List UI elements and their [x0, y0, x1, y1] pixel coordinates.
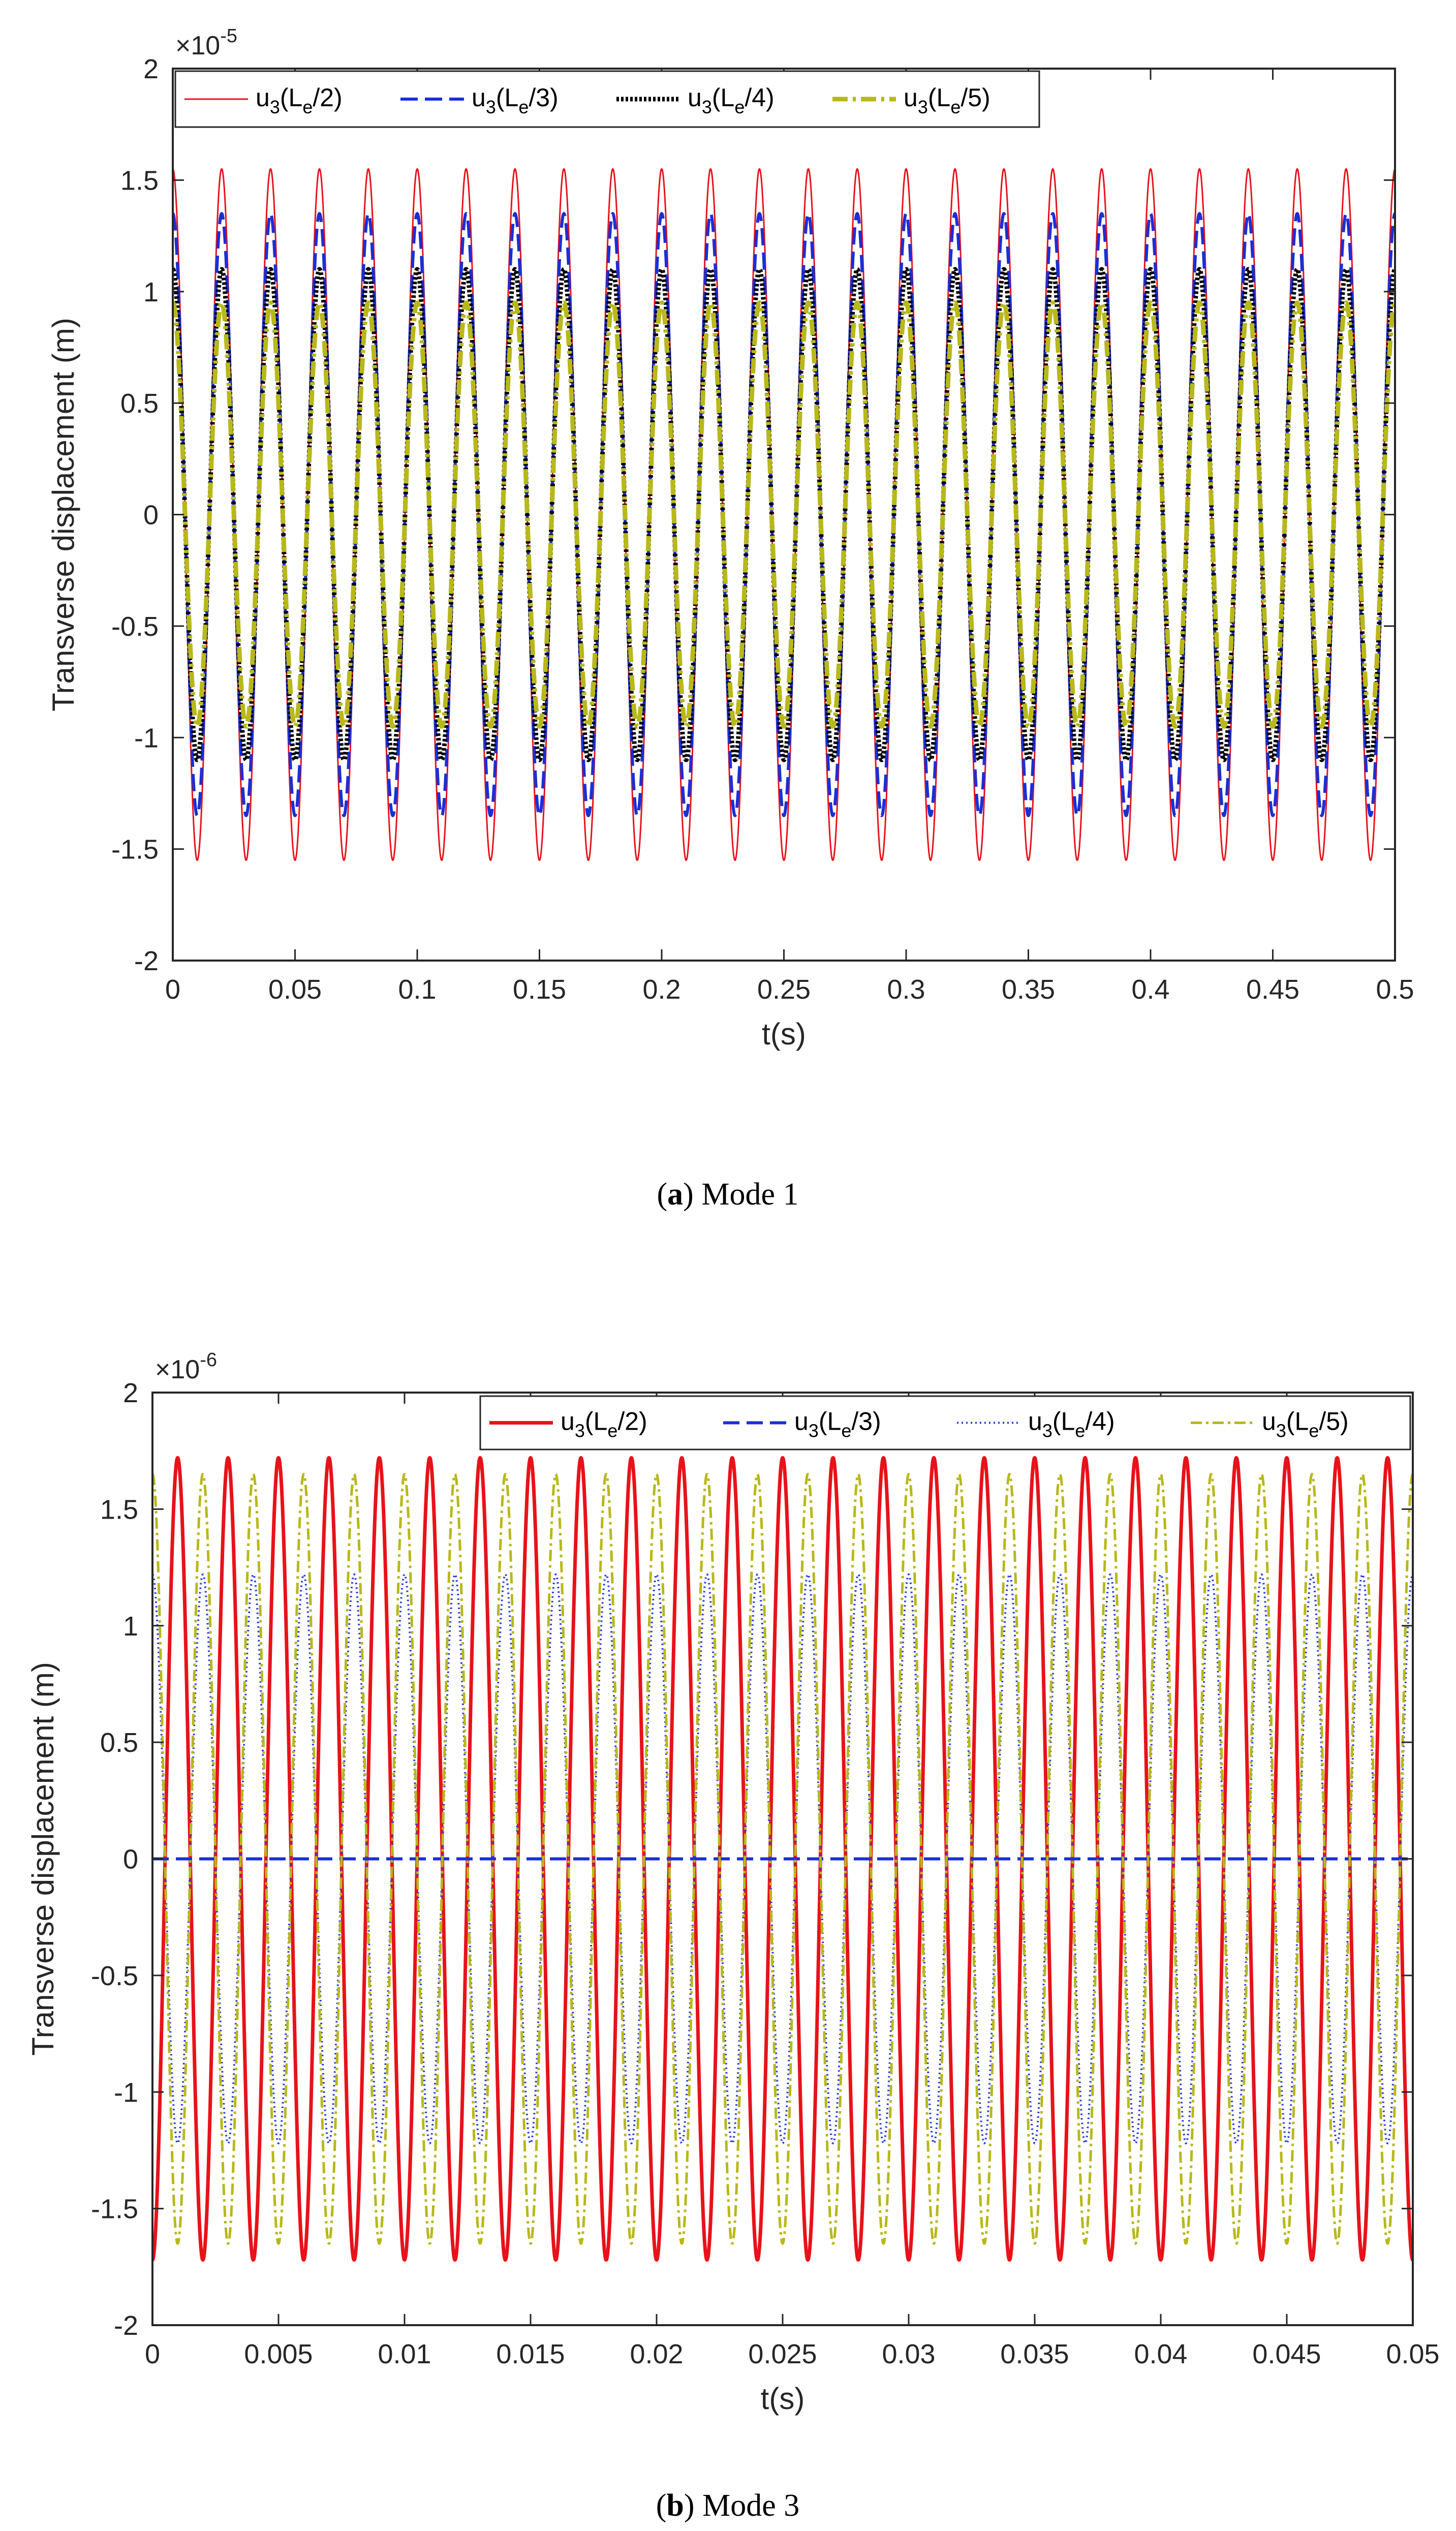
caption-b-close-paren: ) [684, 2488, 695, 2523]
chart-b-y-tick-label: 2 [123, 1378, 138, 1408]
chart-b-x-tick-label: 0.02 [630, 2339, 683, 2369]
chart-a-x-tick-label: 0 [165, 974, 180, 1005]
chart-a-legend-label: u3(Le/3) [472, 83, 559, 117]
chart-b-y-exponent: ×10-6 [155, 1349, 217, 1384]
chart-a-y-axis-label: Transverse displacement (m) [46, 318, 80, 712]
chart-a-y-exponent-power: -5 [220, 25, 237, 47]
caption-a-close-paren: ) [683, 1177, 694, 1212]
chart-b-series-line-1 [152, 1456, 1413, 2262]
chart-b-legend-label: u3(Le/3) [794, 1407, 881, 1441]
chart-a-legend-label: u3(Le/2) [256, 83, 343, 117]
chart-a-y-tick-label: -1 [134, 723, 159, 753]
chart-b-legend-label: u3(Le/4) [1028, 1407, 1115, 1441]
chart-b-x-tick-label: 0.045 [1252, 2339, 1321, 2369]
chart-a-y-tick-label: 0 [143, 500, 159, 531]
chart-b-y-tick-label: -1.5 [91, 2194, 138, 2225]
chart-b-x-axis-label: t(s) [761, 2382, 805, 2416]
chart-panel-mode-1: 0 0.05 0.1 0.15 0.2 0.25 0.3 0.35 0.4 0.45 0.5 -2-… [46, 25, 1414, 1051]
chart-b-y-tick-label: 1.5 [100, 1494, 138, 1525]
caption-b-letter: b [666, 2488, 684, 2523]
chart-a-y-ticks: -2 -1.5 -1 -0.5 0 0.5 1 1.5 2 [111, 54, 1395, 976]
chart-b-legend-box [479, 1395, 1411, 1450]
chart-b-legend-item: u3(Le/4) [957, 1407, 1115, 1441]
chart-b-x-tick-label: 0.035 [1000, 2339, 1069, 2369]
chart-a-y-tick-label: 0.5 [120, 388, 159, 419]
chart-a-legend: u3(Le/2) u3(Le/3) u3(Le/4) u3(Le/5) [174, 70, 1040, 128]
chart-b-x-tick-label: 0.01 [378, 2339, 431, 2369]
chart-a-x-tick-label: 0.3 [887, 974, 925, 1005]
chart-b-legend: u3(Le/2) u3(Le/3) u3(Le/4) u3(Le/5) [479, 1395, 1411, 1450]
chart-a-legend-label: u3(Le/5) [904, 83, 990, 117]
caption-a-title: Mode 1 [694, 1177, 799, 1212]
chart-b-legend-label: u3(Le/5) [1262, 1407, 1349, 1441]
chart-a-x-tick-label: 0.35 [1002, 974, 1055, 1005]
chart-a-y-tick-label: -2 [134, 946, 159, 976]
chart-b-legend-label: u3(Le/2) [561, 1407, 647, 1441]
chart-a-series-lines [173, 168, 1395, 861]
chart-a-legend-item: u3(Le/5) [832, 83, 990, 117]
chart-a-y-tick-label: -0.5 [111, 611, 159, 642]
chart-b-x-ticks: 0 0.005 0.01 0.015 0.02 0.025 0.03 0.035 0.04 0.0… [145, 1393, 1440, 2369]
chart-b-series-line-4 [152, 1473, 1413, 2245]
chart-b-x-tick-label: 0.03 [882, 2339, 935, 2369]
chart-a-x-axis-label: t(s) [762, 1017, 806, 1051]
chart-b-y-axis-label: Transverse displacement (m) [26, 1662, 60, 2056]
caption-b-open-paren: ( [656, 2488, 667, 2523]
chart-b-x-tick-label: 0 [145, 2339, 160, 2369]
chart-a-series-line-4 [173, 300, 1395, 729]
chart-a-y-tick-label: 2 [143, 54, 159, 84]
chart-a-y-exponent-base: ×10 [175, 31, 220, 60]
chart-a-x-ticks: 0 0.05 0.1 0.15 0.2 0.25 0.3 0.35 0.4 0.45 0.5 [165, 69, 1414, 1005]
chart-a-legend-item: u3(Le/3) [400, 83, 559, 117]
caption-a-letter: a [667, 1177, 683, 1212]
chart-a-x-tick-label: 0.15 [513, 974, 566, 1005]
chart-b-y-tick-label: 0 [123, 1844, 138, 1875]
caption-a-text: (a) Mode 1 [657, 1177, 799, 1212]
chart-b-x-tick-label: 0.005 [244, 2339, 313, 2369]
chart-b-series-lines [152, 1456, 1413, 2262]
chart-b-legend-item: u3(Le/5) [1191, 1407, 1349, 1441]
chart-b-x-tick-label: 0.04 [1134, 2339, 1187, 2369]
chart-b-y-tick-label: -2 [114, 2310, 138, 2341]
chart-b-y-ticks: -2 -1.5 -1 -0.5 0 0.5 1 1.5 2 [91, 1378, 1413, 2341]
chart-panel-mode-3: 0 0.005 0.01 0.015 0.02 0.025 0.03 0.035 0.04 0.0… [26, 1349, 1440, 2416]
chart-b-y-tick-label: -1 [114, 2077, 138, 2108]
chart-b-x-tick-label: 0.025 [748, 2339, 817, 2369]
chart-b-x-tick-label: 0.015 [496, 2339, 565, 2369]
chart-a-x-tick-label: 0.25 [757, 974, 811, 1005]
chart-a-y-tick-label: 1.5 [120, 165, 159, 196]
caption-b-title: Mode 3 [695, 2488, 800, 2523]
chart-a-x-tick-label: 0.5 [1376, 974, 1414, 1005]
chart-b-y-exponent-power: -6 [200, 1349, 217, 1371]
chart-b-legend-item: u3(Le/2) [489, 1407, 647, 1441]
chart-a-legend-item: u3(Le/4) [616, 83, 775, 117]
chart-b-x-tick-label: 0.05 [1386, 2339, 1439, 2369]
caption-a-open-paren: ( [657, 1177, 668, 1212]
chart-a-x-tick-label: 0.4 [1131, 974, 1169, 1005]
chart-a-x-tick-label: 0.45 [1246, 974, 1299, 1005]
chart-a-y-exponent: ×10-5 [175, 25, 237, 60]
chart-a-x-tick-label: 0.05 [268, 974, 322, 1005]
caption-b: (b) Mode 3 [656, 2488, 799, 2523]
chart-a-legend-label: u3(Le/4) [688, 83, 775, 117]
chart-b-y-tick-label: -0.5 [91, 1961, 138, 1991]
chart-b-y-tick-label: 0.5 [100, 1727, 138, 1758]
chart-b-y-exponent-base: ×10 [155, 1355, 200, 1384]
chart-a-legend-item: u3(Le/2) [184, 83, 343, 117]
caption-a: (a) Mode 1 [657, 1177, 799, 1212]
chart-a-y-tick-label: 1 [143, 277, 159, 307]
chart-a-x-tick-label: 0.2 [642, 974, 680, 1005]
chart-a-y-tick-label: -1.5 [111, 835, 159, 865]
chart-a-x-tick-label: 0.1 [398, 974, 436, 1005]
chart-b-y-tick-label: 1 [123, 1611, 138, 1642]
chart-b-legend-item: u3(Le/3) [723, 1407, 881, 1441]
caption-b-text: (b) Mode 3 [656, 2488, 799, 2523]
